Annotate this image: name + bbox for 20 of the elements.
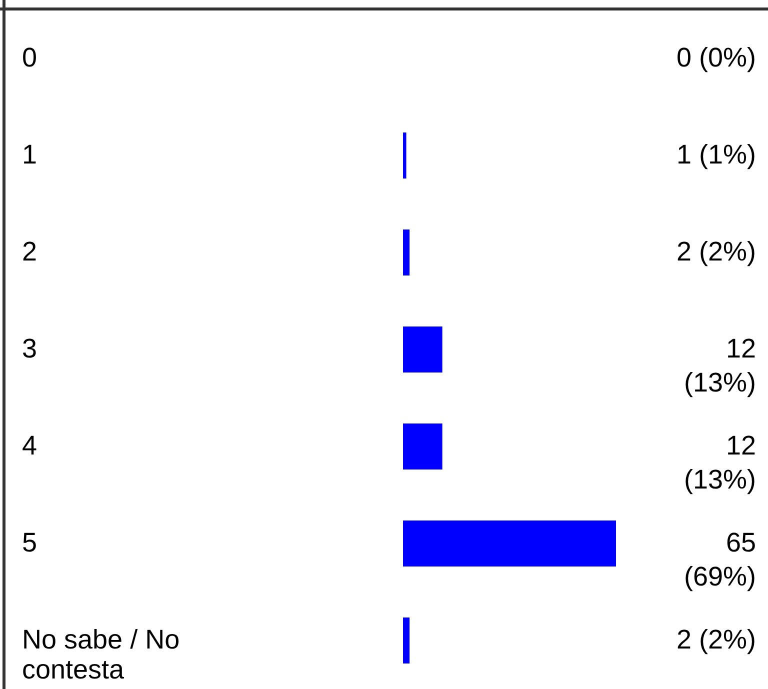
data-label: 1 (1%) — [676, 140, 756, 170]
y-tick-label: No sabe / No contesta — [22, 624, 180, 684]
data-label: 2 (2%) — [676, 236, 756, 266]
y-tick-label: 0 — [22, 42, 38, 72]
data-label: 2 (2%) — [676, 624, 756, 654]
y-tick-label: 4 — [22, 430, 38, 460]
bar — [403, 132, 406, 178]
bar — [403, 424, 442, 470]
data-label: 12 (13%) — [684, 334, 756, 398]
y-tick-label: 2 — [22, 236, 38, 266]
bar — [403, 618, 410, 664]
bar — [403, 326, 442, 372]
y-tick-label: 1 — [22, 140, 38, 170]
y-tick-label: 3 — [22, 334, 38, 364]
bar — [403, 230, 410, 276]
data-label: 0 (0%) — [676, 42, 756, 72]
y-tick-label: 5 — [22, 528, 38, 558]
bar — [403, 520, 616, 566]
data-label: 65 (69%) — [684, 528, 756, 592]
data-label: 12 (13%) — [684, 430, 756, 494]
